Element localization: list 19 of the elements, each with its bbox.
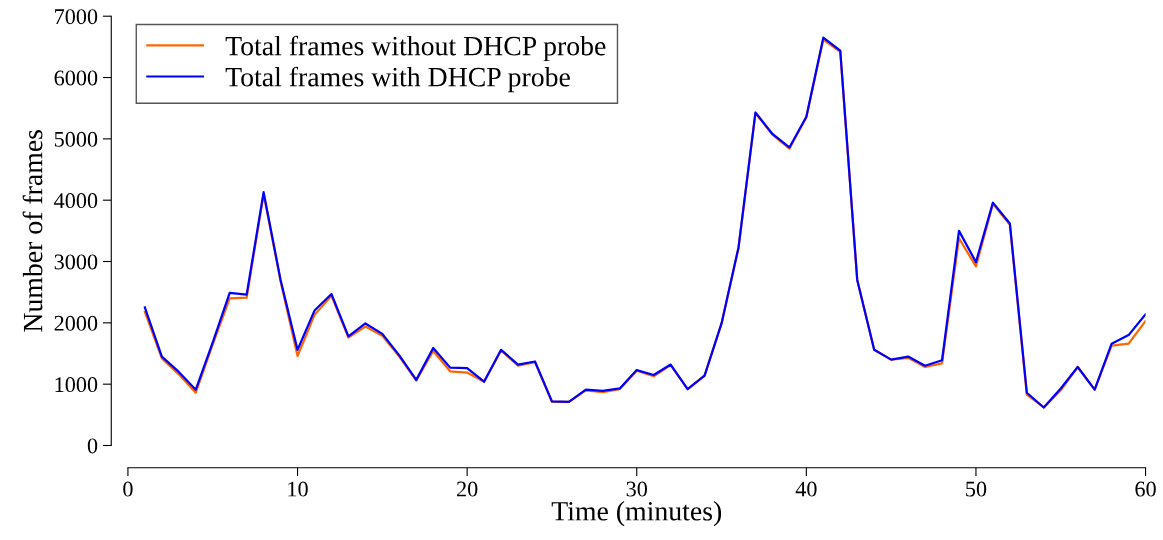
y-tick-label: 5000 bbox=[54, 131, 98, 147]
y-tick-label: 0 bbox=[87, 438, 98, 454]
y-tick-label: 2000 bbox=[54, 315, 98, 331]
y-tick-label: 4000 bbox=[54, 193, 98, 209]
y-tick-label: 3000 bbox=[54, 254, 98, 270]
y-axis-title: Number of frames bbox=[22, 130, 43, 332]
x-tick-label: 0 bbox=[123, 481, 133, 497]
x-tick-label: 10 bbox=[288, 481, 308, 497]
x-tick-label: 50 bbox=[966, 481, 987, 497]
y-tick-label: 1000 bbox=[55, 377, 98, 393]
x-axis-title: Time (minutes) bbox=[551, 501, 722, 527]
x-tick-label: 60 bbox=[1135, 481, 1156, 497]
legend-label: Total frames without DHCP probe bbox=[225, 35, 606, 62]
legend-label: Total frames with DHCP probe bbox=[225, 66, 570, 93]
y-tick-label: 6000 bbox=[54, 70, 98, 86]
x-tick-label: 20 bbox=[457, 481, 478, 497]
x-tick-label: 30 bbox=[626, 481, 648, 497]
x-tick-label: 40 bbox=[795, 481, 817, 497]
y-tick-label: 7000 bbox=[55, 9, 98, 25]
